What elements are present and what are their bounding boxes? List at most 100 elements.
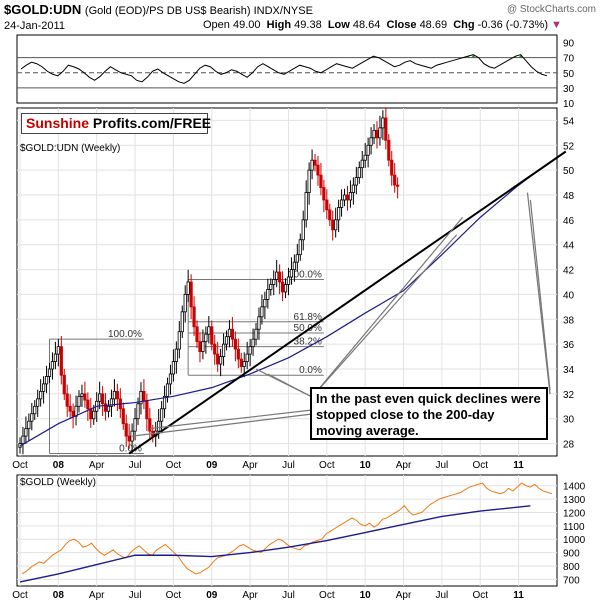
price-candle-body <box>39 390 43 400</box>
gold-tick-label: 800 <box>563 562 580 573</box>
price-candle-body <box>121 408 125 425</box>
price-candle-body <box>298 239 302 256</box>
price-candle-body <box>168 373 173 385</box>
annotation-pointer-line <box>529 199 551 391</box>
gold-x-tick-label: Apr <box>396 590 412 601</box>
price-candle-body <box>230 328 235 340</box>
price-candle-body <box>59 346 63 376</box>
price-candle-body <box>286 276 291 285</box>
price-candle-body <box>162 395 167 410</box>
symbol-label: $GOLD:UDN <box>4 2 82 17</box>
price-candle-body <box>325 199 329 211</box>
chart-title: $GOLD:UDN (Gold (EOD)/PS DB US$ Bearish)… <box>4 2 313 17</box>
gold-tick-label: 700 <box>563 575 580 586</box>
price-candle-body <box>263 298 267 308</box>
price-candle-body <box>378 127 382 139</box>
price-x-tick-label: Jul <box>129 460 142 471</box>
price-candle-body <box>251 338 255 348</box>
annotation-pointer-line <box>311 216 464 398</box>
symbol-subtitle: (Gold (EOD)/PS DB US$ Bearish) INDX/NYSE <box>84 5 313 17</box>
price-x-tick-label: Jul <box>282 460 295 471</box>
price-candle-body <box>381 117 385 129</box>
rsi-tick-label: 50 <box>563 69 575 80</box>
price-candle-body <box>53 353 58 362</box>
price-candle-body <box>221 343 226 357</box>
low-label: Low <box>327 19 350 31</box>
open-label: Open <box>203 19 230 31</box>
price-x-tick-label: 11 <box>513 460 524 471</box>
price-candle-body <box>342 194 347 201</box>
annotation-pointer-line <box>526 192 551 395</box>
price-candle-body <box>248 346 252 355</box>
price-candle-body <box>331 219 335 231</box>
price-candle-body <box>180 311 184 333</box>
price-candle-body <box>301 219 305 241</box>
price-candle-body <box>313 159 317 166</box>
open-value: 49.00 <box>232 19 261 31</box>
price-candle-body <box>216 353 220 365</box>
price-candle-body <box>136 403 140 420</box>
price-candle-body <box>369 137 373 146</box>
gold-x-tick-label: Oct <box>12 590 28 601</box>
price-candle-body <box>227 328 232 338</box>
price-candle-body <box>351 184 355 193</box>
gold-tick-label: 1000 <box>563 535 586 546</box>
price-candle-body <box>103 403 108 412</box>
gold-tick-label: 1100 <box>563 522 585 533</box>
price-candle-body <box>192 306 196 328</box>
price-x-tick-label: Apr <box>89 460 105 471</box>
price-candle-body <box>366 144 370 156</box>
price-candle-body <box>56 346 60 355</box>
fib2-label: 61.8% <box>294 312 322 323</box>
price-candle-body <box>345 194 350 201</box>
sunshine-logo[interactable]: Sunshine Profits.com/FREE <box>21 113 211 134</box>
price-candle-body <box>198 341 202 352</box>
price-candle-body <box>304 192 308 221</box>
price-candle-body <box>266 289 270 300</box>
price-candle-body <box>357 167 361 179</box>
price-candle-body <box>101 393 105 405</box>
price-candle-body <box>142 390 146 402</box>
close-value: 48.69 <box>419 19 448 31</box>
high-value: 49.38 <box>294 19 322 31</box>
price-candle-body <box>183 294 187 313</box>
price-candle-body <box>133 418 137 432</box>
price-candle-body <box>239 358 243 367</box>
rsi-panel-frame <box>16 34 558 104</box>
fib2-label: 0.0% <box>299 365 322 376</box>
fib1-label: 0.0% <box>119 444 142 455</box>
price-candle-body <box>33 405 37 415</box>
price-tick-label: 34 <box>563 365 575 376</box>
price-candle-body <box>283 284 288 293</box>
chg-down-icon: ▼ <box>551 19 562 31</box>
price-tick-label: 32 <box>563 390 575 401</box>
price-candle-body <box>280 281 285 293</box>
price-candle-body <box>328 209 332 221</box>
price-candle-body <box>360 159 364 169</box>
annotation-pointer-line <box>132 413 313 437</box>
price-candle-body <box>213 343 217 355</box>
price-candle-body <box>319 174 323 188</box>
price-candle-body <box>109 398 114 407</box>
price-candle-body <box>348 192 353 201</box>
gold-x-tick-label: Jul <box>282 590 295 601</box>
gold-tick-label: 1300 <box>563 495 586 506</box>
price-x-tick-label: 08 <box>53 460 65 471</box>
price-candle-body <box>387 139 391 161</box>
price-candle-body <box>275 271 279 280</box>
price-tick-label: 50 <box>563 166 575 177</box>
price-candle-body <box>42 383 46 392</box>
price-candle-body <box>354 177 358 186</box>
price-candle-body <box>62 374 66 395</box>
fib2-label: 50.0% <box>294 323 322 334</box>
price-candle-body <box>47 368 52 377</box>
price-candle-body <box>339 199 344 208</box>
price-candle-body <box>257 316 261 330</box>
price-candle-body <box>145 400 149 420</box>
annotation-pointer-line <box>255 368 313 398</box>
price-candle-body <box>310 159 314 171</box>
price-candle-body <box>372 129 376 139</box>
price-candle-body <box>24 428 28 437</box>
